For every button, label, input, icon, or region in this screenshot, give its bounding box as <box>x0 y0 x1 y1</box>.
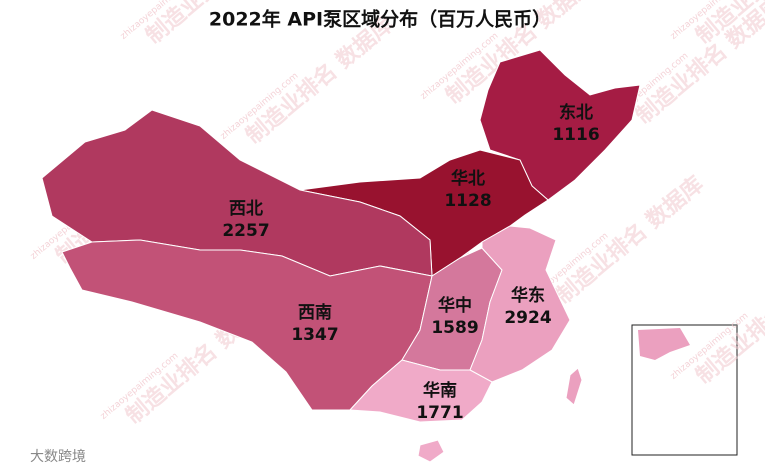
region-value: 1128 <box>444 191 491 211</box>
region-name: 华北 <box>451 168 485 189</box>
region-value: 1771 <box>416 403 463 423</box>
region-value: 2924 <box>504 308 551 328</box>
region-name: 华东 <box>511 285 545 306</box>
regions <box>41 49 641 463</box>
region-name: 西南 <box>298 302 332 323</box>
watermark: 制造业排名 数据库 <box>551 171 708 309</box>
region <box>565 367 583 406</box>
region <box>348 359 493 423</box>
watermark: 制造业排名 数据库 <box>691 251 765 389</box>
region <box>469 225 571 383</box>
region <box>417 439 445 463</box>
region-value: 1347 <box>291 325 338 345</box>
region-name: 华中 <box>438 295 472 316</box>
source: 大数跨境 <box>30 449 86 465</box>
region-value: 2257 <box>222 221 269 241</box>
inset-frame <box>631 324 738 456</box>
region-name: 华南 <box>423 380 457 401</box>
region-value: 1116 <box>552 125 599 145</box>
region-name: 西北 <box>229 199 263 219</box>
watermark: 制造业排名 数据库 <box>241 11 398 149</box>
chart-title: 2022年 API泵区域分布（百万人民币） <box>209 8 551 31</box>
region-value: 1589 <box>431 318 478 338</box>
region-name: 东北 <box>559 102 593 123</box>
inset-land <box>638 328 690 360</box>
